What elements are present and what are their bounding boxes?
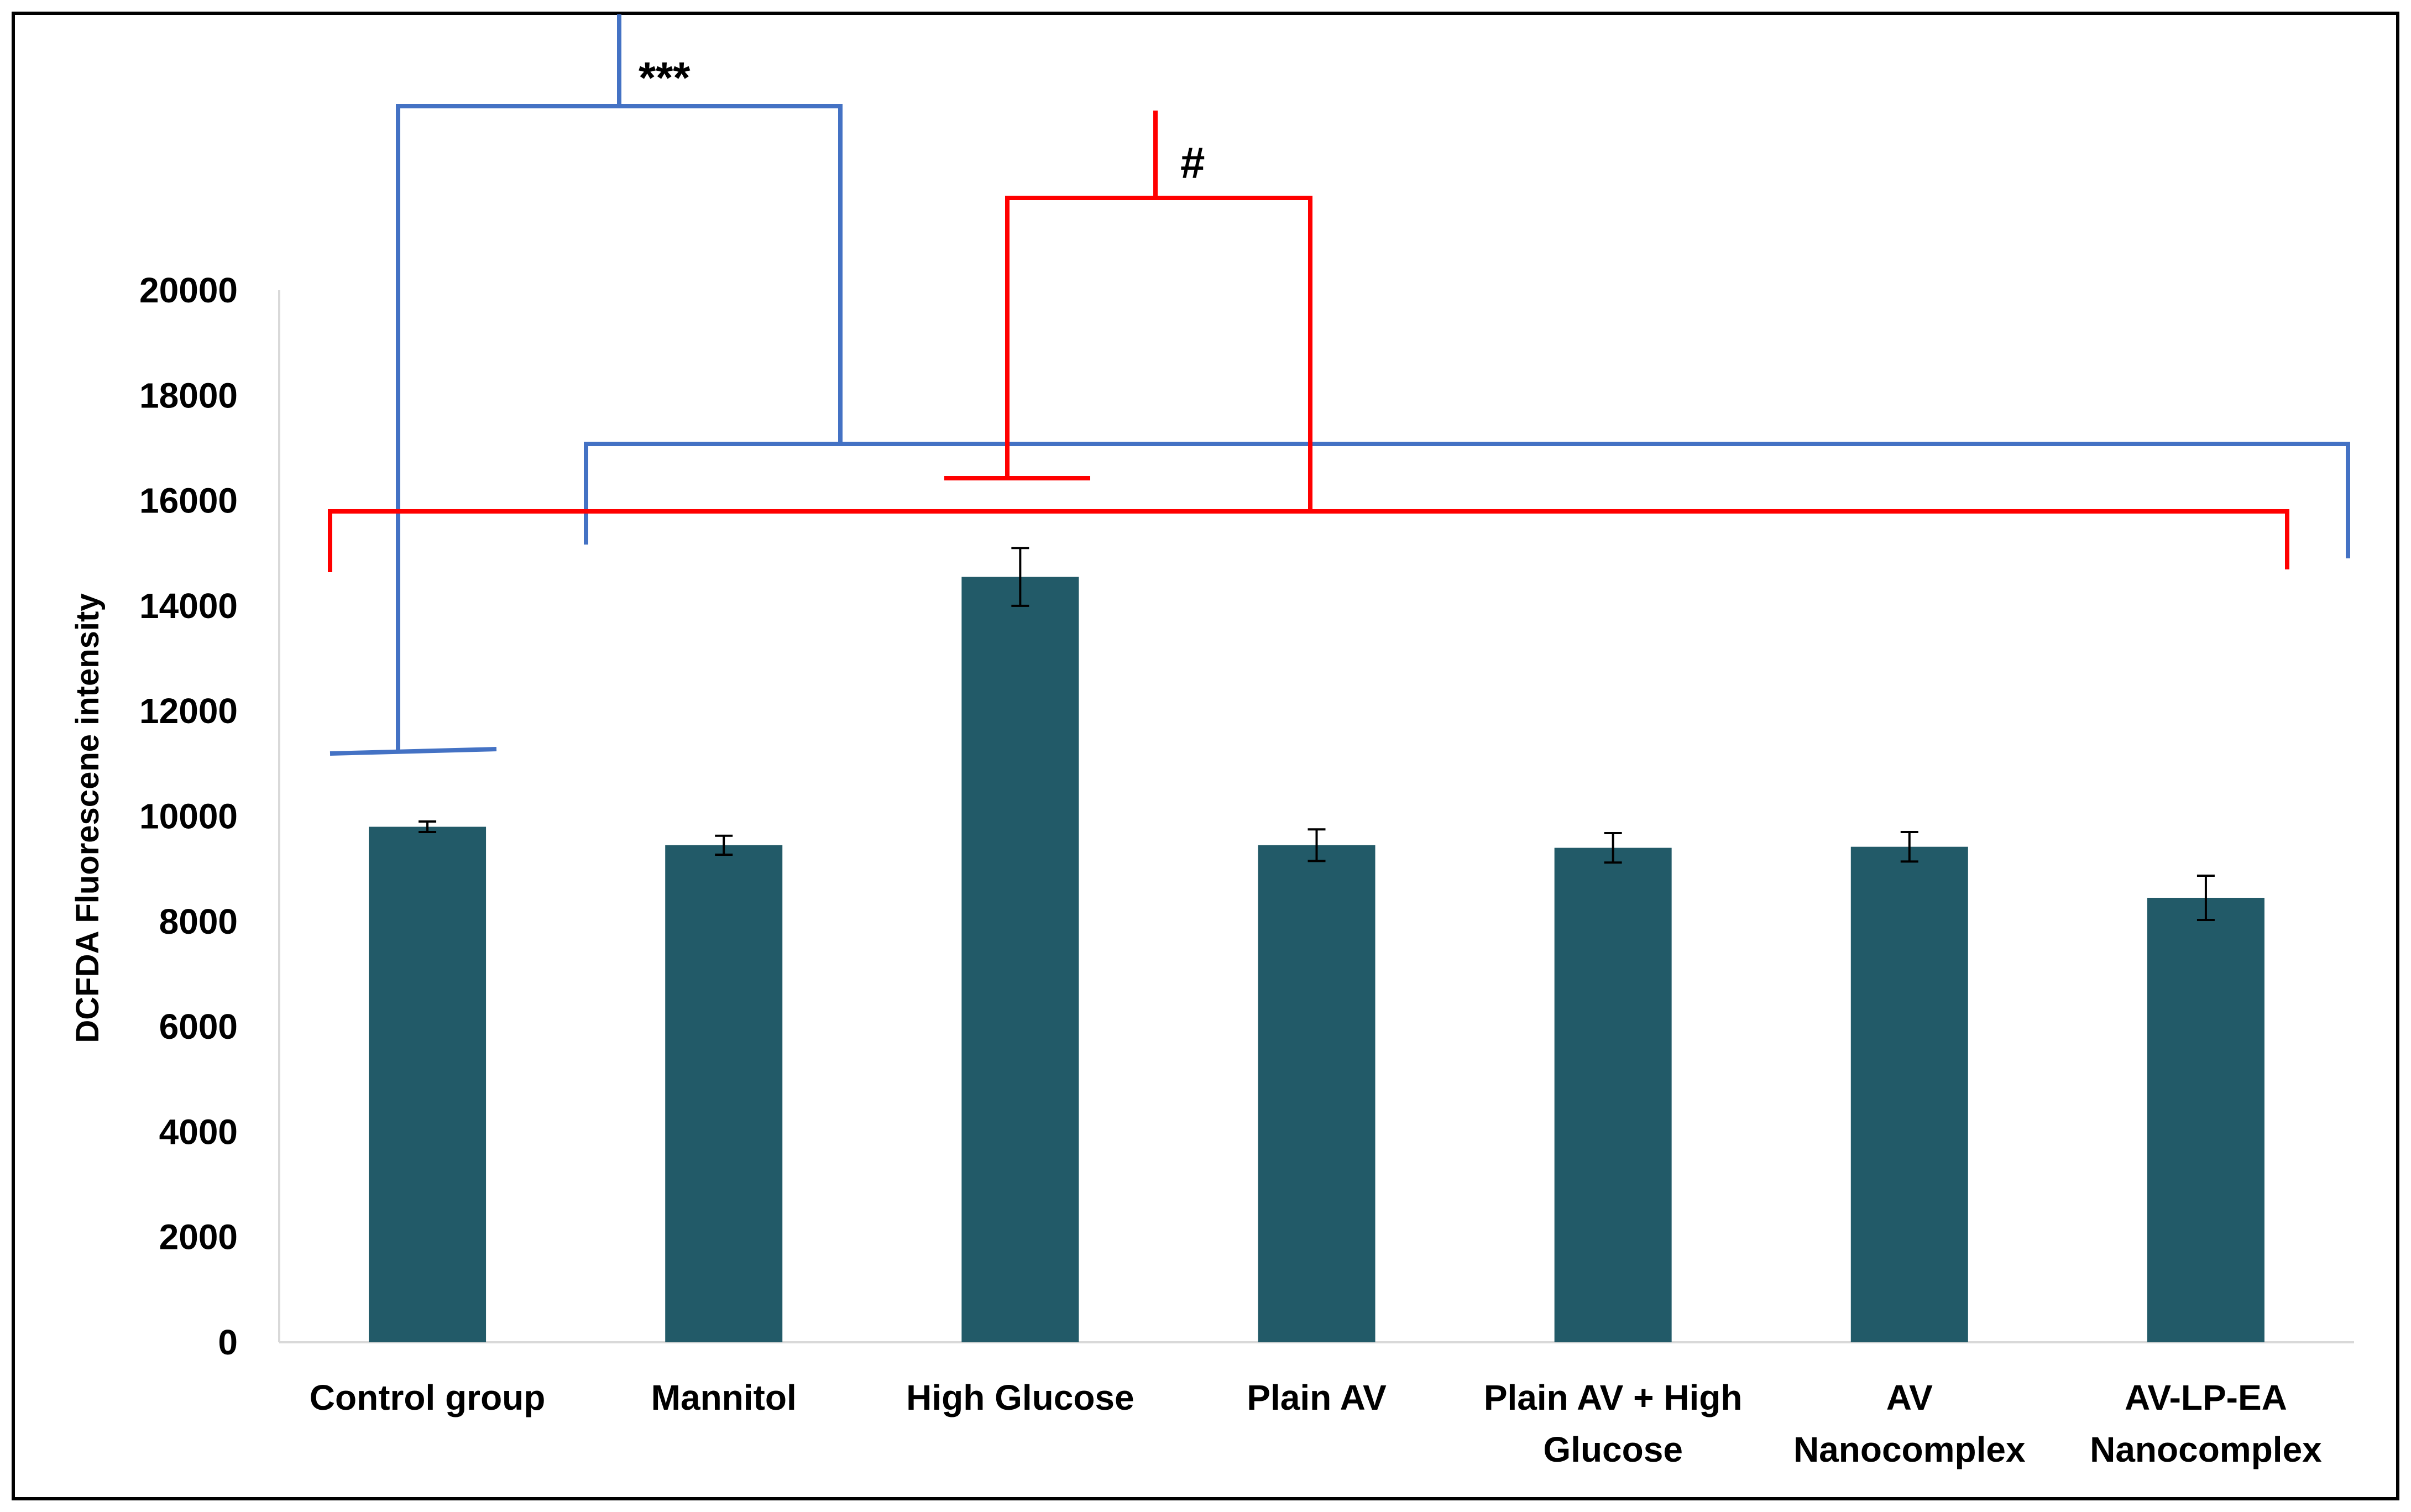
y-tick-label: 18000 [139, 375, 238, 415]
y-tick-label: 4000 [159, 1112, 238, 1152]
blue-bracket-bar [396, 104, 843, 444]
error-bar [2196, 875, 2215, 921]
bar [665, 845, 783, 1342]
blue-bracket-left-foot [330, 747, 497, 756]
category-label-line: Plain AV [1247, 1378, 1387, 1417]
y-axis-tick-labels: 0 2000 4000 6000 8000 10000 12000 14000 16000 180… [139, 270, 238, 1362]
category-label-line: Nanocomplex [1793, 1430, 2026, 1469]
x-axis-category-labels: Control group Mannitol High Glucose Plain A… [310, 1378, 2322, 1469]
error-bar [1308, 828, 1326, 862]
category-label: High Glucose [906, 1378, 1134, 1417]
y-tick-label: 6000 [159, 1007, 238, 1047]
error-bar [715, 834, 733, 856]
category-label-line: Mannitol [651, 1378, 797, 1417]
bar [1258, 845, 1376, 1342]
category-label-line: High Glucose [906, 1378, 1134, 1417]
category-label: Plain AV [1247, 1378, 1387, 1417]
category-label-line: Control group [310, 1378, 546, 1417]
bars [369, 577, 2264, 1342]
bar [1554, 847, 1672, 1342]
y-tick-label: 20000 [139, 270, 238, 310]
red-bracket-bottom [328, 509, 2289, 572]
category-label-line: AV [1886, 1378, 1933, 1417]
y-axis-title: DCFDA Fluorescene intensity [70, 593, 106, 1043]
error-bar [419, 820, 437, 834]
significance-bracket-blue [330, 14, 2350, 756]
significance-label-red: # [1180, 138, 1205, 187]
y-tick-label: 16000 [139, 481, 238, 521]
y-tick-label: 8000 [159, 902, 238, 941]
red-bracket-bar [1005, 196, 1312, 511]
category-label-line: Nanocomplex [2090, 1430, 2322, 1469]
significance-label-blue: *** [639, 53, 691, 102]
error-bar [1604, 831, 1622, 864]
category-label: AV Nanocomplex [1793, 1378, 2026, 1469]
error-bars [419, 547, 2215, 921]
y-tick-label: 14000 [139, 586, 238, 626]
category-label: Plain AV + High Glucose [1484, 1378, 1743, 1469]
category-label-line: AV-LP-EA [2125, 1378, 2287, 1417]
bar [369, 826, 487, 1342]
bar [1850, 846, 1968, 1342]
y-tick-label: 10000 [139, 797, 238, 836]
category-label: AV-LP-EA Nanocomplex [2090, 1378, 2322, 1469]
category-label-line: Plain AV + High [1484, 1378, 1743, 1417]
blue-bracket-bottom [584, 442, 2350, 558]
category-label: Mannitol [651, 1378, 797, 1417]
error-bar [1900, 831, 1918, 863]
error-bar [1011, 547, 1029, 607]
bar [961, 577, 1079, 1342]
y-tick-label: 0 [218, 1322, 238, 1362]
y-tick-label: 2000 [159, 1217, 238, 1257]
y-tick-label: 12000 [139, 691, 238, 731]
bar [2147, 897, 2264, 1342]
significance-bracket-red [328, 111, 2289, 572]
category-label-line: Glucose [1543, 1430, 1683, 1469]
category-label: Control group [310, 1378, 546, 1417]
